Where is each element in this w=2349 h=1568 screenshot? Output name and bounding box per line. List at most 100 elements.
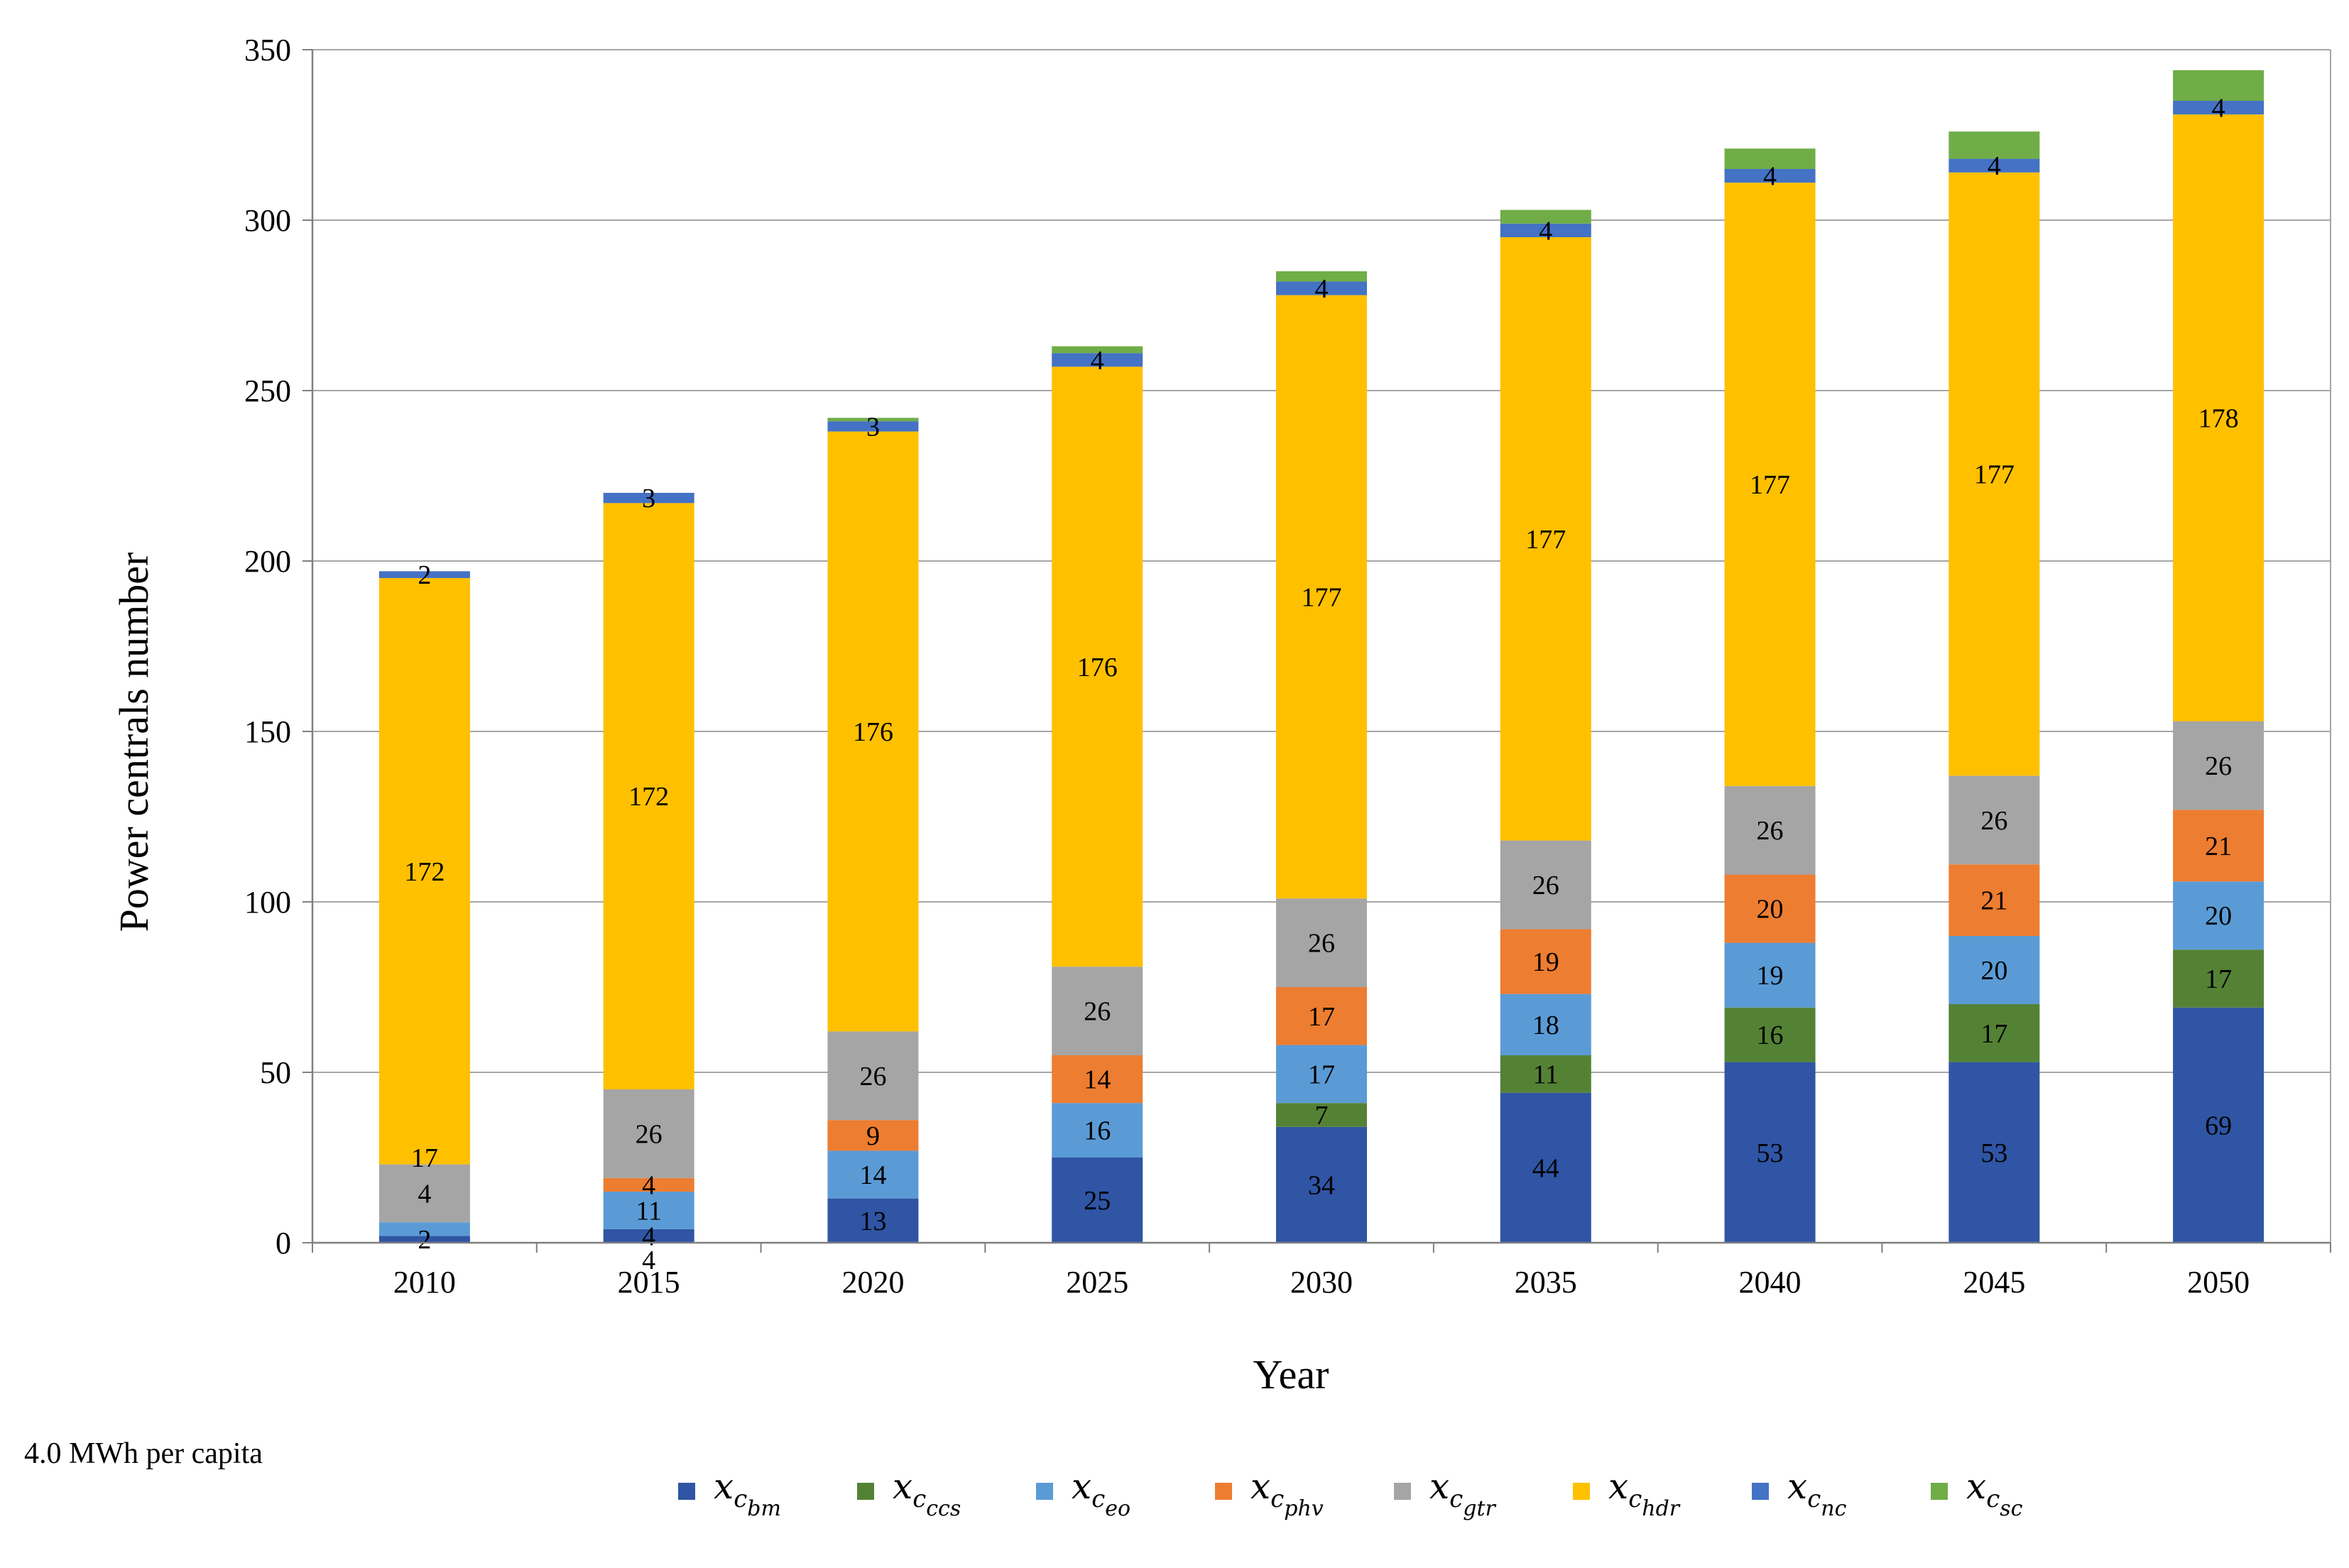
bar-phv-2020: [827, 1120, 919, 1151]
data-label-bm-2030: 34: [1308, 1170, 1335, 1200]
bar-gtr-2040: [1724, 785, 1816, 875]
bar-eo-2025: [1052, 1103, 1143, 1158]
data-label-ccs-2035: 11: [1532, 1060, 1559, 1089]
data-label-bm-2025: 25: [1084, 1186, 1111, 1216]
bar-nc-2050: [2173, 101, 2264, 115]
data-label-gtr-2010: 4: [418, 1179, 431, 1209]
bar-hdr-2020: [827, 431, 919, 1032]
data-label-phv-2015: 4: [642, 1170, 655, 1200]
legend-swatch-gtr: [1394, 1483, 1411, 1500]
bar-ccs-2035: [1500, 1055, 1591, 1093]
bar-sc-2025: [1052, 346, 1143, 354]
data-label-eo-2050: 20: [2205, 901, 2232, 931]
data-label-ccs-2040: 16: [1757, 1020, 1784, 1050]
bar-sc-2030: [1276, 271, 1367, 282]
data-label-ccs-2045: 17: [1980, 1019, 2007, 1049]
bar-eo-2030: [1276, 1045, 1367, 1104]
y-tick-label-300: 300: [244, 203, 291, 238]
bar-nc-2025: [1052, 353, 1143, 367]
data-label-nc-2050: 4: [2212, 94, 2225, 124]
data-label-nc-2015: 3: [642, 484, 655, 513]
x-tick-label-2020: 2020: [841, 1265, 904, 1300]
bar-phv-2045: [1949, 864, 2040, 936]
data-label-bm-2035: 44: [1532, 1153, 1559, 1183]
y-tick-label-150: 150: [244, 714, 291, 749]
bar-eo-2035: [1500, 993, 1591, 1055]
data-label-ccs-2030: 7: [1315, 1101, 1329, 1131]
y-tick-label-250: 250: [244, 374, 291, 408]
data-label-eo-2015: 11: [636, 1196, 662, 1226]
legend-label-ccs: xcccs: [893, 1466, 961, 1521]
bar-bm-2015: [603, 1229, 694, 1243]
y-axis-title: Power centrals number: [111, 552, 157, 932]
data-label-gtr-2015: 26: [636, 1119, 663, 1149]
data-label-gtr-2040: 26: [1757, 816, 1784, 846]
data-label-phv-2035: 19: [1532, 947, 1559, 977]
bar-hdr-2030: [1276, 295, 1367, 899]
bar-nc-2045: [1949, 158, 2040, 173]
data-label-eo-2035: 18: [1532, 1011, 1559, 1040]
x-tick-label-2030: 2030: [1290, 1265, 1353, 1300]
bar-nc-2040: [1724, 169, 1816, 183]
bar-ccs-2050: [2173, 949, 2264, 1008]
data-label-hdr-2045: 177: [1974, 460, 2015, 490]
data-label-nc-2035: 4: [1539, 216, 1552, 246]
x-tick-label-2035: 2035: [1515, 1265, 1577, 1300]
note-text: 4.0 MWh per capita: [24, 1437, 263, 1470]
data-label-extra-2015: 4: [642, 1246, 655, 1275]
bar-gtr-2035: [1500, 840, 1591, 930]
bar-bm-2025: [1052, 1158, 1143, 1243]
legend-label-hdr: xchdr: [1608, 1466, 1681, 1521]
data-label-nc-2030: 4: [1315, 274, 1329, 304]
bar-nc-2010: [378, 571, 470, 578]
legend-swatch-eo: [1036, 1483, 1053, 1500]
data-label-eo-2020: 14: [859, 1160, 886, 1190]
bar-sc-2045: [1949, 131, 2040, 159]
x-axis-title: Year: [1253, 1351, 1329, 1398]
bar-phv-2040: [1724, 874, 1816, 943]
data-label-gtr-2035: 26: [1532, 871, 1559, 900]
bar-phv-2050: [2173, 810, 2264, 882]
bar-phv-2035: [1500, 929, 1591, 994]
bar-gtr-2045: [1949, 775, 2040, 865]
bar-hdr-2045: [1949, 172, 2040, 776]
bar-eo-2020: [827, 1150, 919, 1199]
legend-label-eo: xceo: [1072, 1466, 1130, 1521]
bar-ccs-2030: [1276, 1103, 1367, 1127]
y-tick-label-200: 200: [244, 544, 291, 579]
bar-gtr-2010: [378, 1164, 470, 1223]
data-label-bm-2050: 69: [2205, 1111, 2232, 1140]
legend: xcbm xcccs xceo xcphv xcgtr xchdr xcnc xcsc: [678, 1466, 2023, 1521]
bar-gtr-2050: [2173, 721, 2264, 810]
legend-swatch-phv: [1215, 1483, 1232, 1500]
data-label-hdr-2030: 177: [1302, 582, 1342, 612]
data-label-bm-2020: 13: [859, 1207, 886, 1236]
bar-sc-2020: [827, 418, 919, 422]
legend-label-sc: xcsc: [1966, 1466, 2023, 1521]
bar-hdr-2040: [1724, 183, 1816, 786]
y-tick-label-50: 50: [260, 1055, 291, 1090]
data-label-nc-2010: 2: [418, 560, 431, 590]
bar-ccs-2045: [1949, 1004, 2040, 1062]
bar-nc-2030: [1276, 281, 1367, 295]
y-tick-label-100: 100: [244, 885, 291, 920]
bar-nc-2035: [1500, 223, 1591, 237]
data-label-phv-2020: 9: [866, 1121, 880, 1151]
data-label-gtr-2025: 26: [1084, 997, 1111, 1027]
data-label-hdr-2040: 177: [1750, 470, 1790, 500]
data-label-bm-2015: 4: [642, 1221, 655, 1251]
data-label-bm-2040: 53: [1757, 1138, 1784, 1168]
legend-label-gtr: xcgtr: [1429, 1466, 1497, 1521]
data-label-hdr-2010: 172: [404, 857, 445, 887]
data-label-gtr-2020: 26: [859, 1062, 886, 1091]
bar-bm-2050: [2173, 1007, 2264, 1243]
bar-bm-2030: [1276, 1126, 1367, 1243]
data-label-extra-2010: 17: [411, 1143, 438, 1173]
data-labels: 2417224114261723131492617632516142617643…: [404, 94, 2238, 1275]
data-label-hdr-2020: 176: [853, 717, 893, 747]
data-label-phv-2030: 17: [1308, 1002, 1335, 1032]
bar-phv-2030: [1276, 987, 1367, 1045]
bar-eo-2015: [603, 1192, 694, 1229]
legend-label-bm: xcbm: [714, 1466, 781, 1521]
